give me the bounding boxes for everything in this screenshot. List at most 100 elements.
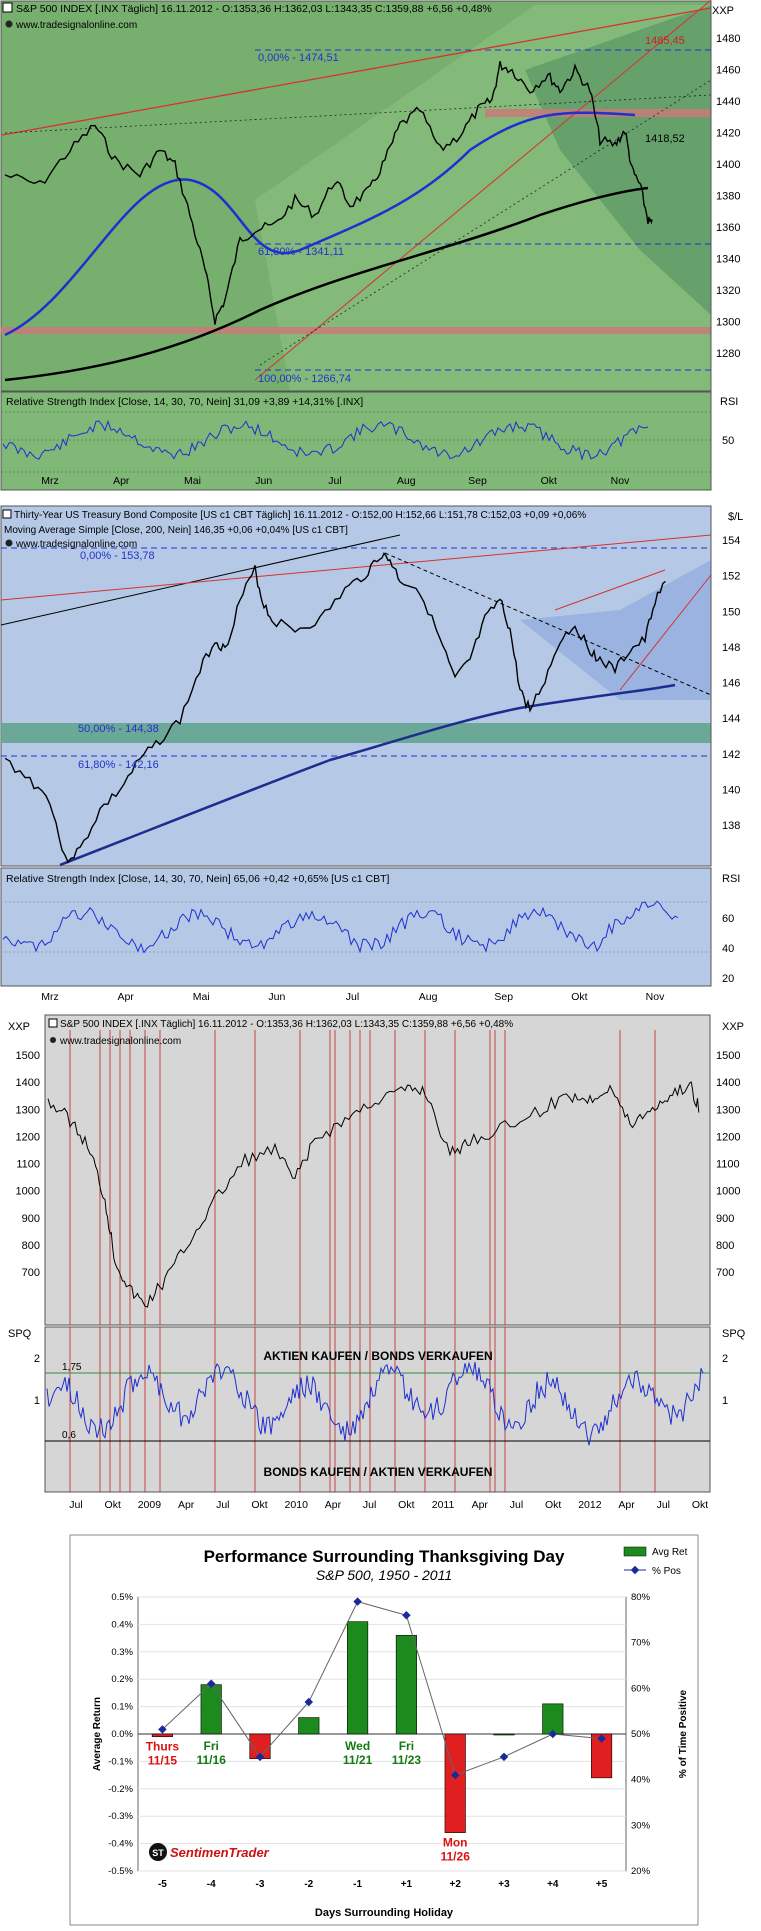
month-label: Nov	[646, 991, 665, 1003]
x-tick-label: -5	[158, 1879, 167, 1890]
panel2-rsi-line	[2, 900, 679, 954]
bar-label: 11/23	[392, 1753, 422, 1767]
y2-tick-label: 30%	[631, 1820, 651, 1831]
panel2-black-trendline	[0, 534, 401, 626]
panel1-fib-mid-label: 61,80% - 1341,11	[258, 246, 344, 258]
y2-tick-label: 60%	[631, 1683, 651, 1694]
y-tick-label: 700	[22, 1267, 40, 1279]
y2-tick-label: 40%	[631, 1775, 651, 1786]
bar-+4	[542, 1703, 564, 1735]
panel3: 1500 1400 1300 1200 1100 1000 900 800 700 1500 140…	[8, 1014, 744, 1326]
month-label: Jun	[268, 991, 285, 1003]
month-label: Okt	[105, 1499, 121, 1511]
month-label: Mrz	[41, 991, 59, 1003]
y-tick-label: 40	[722, 943, 734, 955]
panel1-price-line	[4, 61, 653, 325]
panel1-rsi-label: RSI	[720, 396, 738, 408]
month-label: Nov	[611, 475, 630, 487]
month-label: Okt	[571, 991, 587, 1003]
x-tick-label: -4	[207, 1879, 216, 1890]
y-tick-label: 1380	[716, 191, 740, 203]
legend-avg-ret-swatch	[623, 1546, 647, 1557]
panel2-axis-unit: $/L	[728, 511, 743, 523]
panel1-red-trendline	[1, 7, 712, 136]
bar-label: 11/16	[197, 1753, 227, 1767]
panel1-month-labels: Mrz Apr Mai Jun Jul Aug Sep Okt Nov	[41, 475, 630, 487]
panel3-spq-background	[44, 1326, 711, 1493]
y-tick-label: 1280	[716, 348, 740, 360]
y-tick-label: 1400	[716, 159, 740, 171]
panel1-dotted-trend-2	[259, 79, 712, 366]
y-tick-label: -0.2%	[108, 1784, 133, 1795]
panel3-symbol-icon	[48, 1018, 58, 1028]
month-label: Sep	[468, 475, 487, 487]
y-tick-label: -0.4%	[108, 1839, 133, 1850]
panel1-source: www.tradesignalonline.com	[15, 20, 137, 31]
panel1-rsi-title: Relative Strength Index [Close, 14, 30, …	[6, 396, 363, 408]
month-label: Jul	[328, 475, 341, 487]
brand-logo-mark: ST	[152, 1848, 164, 1858]
month-label: Apr	[117, 991, 134, 1003]
y-tick-label: -0.5%	[108, 1866, 133, 1877]
y-tick-label-right: 1500	[716, 1050, 740, 1062]
month-label: Okt	[541, 475, 557, 487]
panel2-red-channel-top	[554, 569, 666, 611]
y-tick-label: -0.1%	[108, 1756, 133, 1767]
panel2-background	[0, 505, 712, 867]
legend-pos-label: % Pos	[652, 1566, 681, 1577]
bar-+2	[444, 1733, 466, 1833]
bar-label: Mon	[443, 1836, 468, 1850]
panel1-y-ticks: 1480 1460 1440 1420 1400 1380 1360 1340 1320 1300…	[716, 33, 740, 360]
month-label: Aug	[419, 991, 438, 1003]
panel2-title: Thirty-Year US Treasury Bond Composite […	[14, 510, 586, 521]
panel1-red-trendline-2	[254, 0, 712, 381]
y-tick-label: -0.3%	[108, 1811, 133, 1822]
y-tick-label: 900	[22, 1213, 40, 1225]
pos-line	[162, 1601, 602, 1776]
month-label: Okt	[251, 1499, 267, 1511]
bar-label: 11/21	[343, 1753, 373, 1767]
y2-tick-label: 50%	[631, 1729, 651, 1740]
month-label: 2010	[285, 1499, 309, 1511]
panel1-level-1418: 1418,52	[645, 133, 685, 145]
month-label: Okt	[398, 1499, 414, 1511]
month-label: 2011	[432, 1499, 455, 1511]
bar--4	[200, 1684, 222, 1735]
panel2-rsi-background	[0, 867, 712, 987]
panel3-y-ticks: 1500 1400 1300 1200 1100 1000 900 800 700 1500 140…	[16, 1050, 741, 1279]
panel4-x-tick-labels: -5 -4 -3 -2 -1 +1 +2 +3 +4 +5	[158, 1879, 608, 1890]
panel2-rsi-title: Relative Strength Index [Close, 14, 30, …	[6, 873, 390, 885]
panel1-fib-bot-label: 100,00% - 1266,74	[258, 373, 351, 385]
month-label: Okt	[692, 1499, 708, 1511]
spq-tick-label-right: 1	[722, 1395, 728, 1407]
panel2-rsi: Relative Strength Index [Close, 14, 30, …	[0, 867, 740, 1003]
panel2-y-ticks: 154 152 150 148 146 144 142 140 138	[722, 535, 740, 832]
panel2-dashed-trend	[384, 552, 712, 696]
y-axis-title: Average Return	[92, 1697, 103, 1771]
y-tick-label: 1100	[16, 1159, 40, 1171]
month-label: Apr	[178, 1499, 195, 1511]
y-tick-label-right: 900	[716, 1213, 734, 1225]
bar-label: Thurs	[146, 1740, 180, 1754]
panel2-rsi-label: RSI	[722, 873, 740, 885]
y-tick-label: 2	[34, 1353, 40, 1365]
bar-label: Wed	[345, 1739, 370, 1753]
panel2-fib-band	[1, 723, 711, 743]
panel3-axis-unit-right: XXP	[722, 1021, 744, 1033]
panel3-spq-event-lines	[69, 1327, 656, 1492]
x-tick-label: -2	[304, 1879, 313, 1890]
y-tick-label: 150	[722, 606, 740, 618]
panel2-source: www.tradesignalonline.com	[15, 539, 137, 550]
panel1-support-band	[1, 327, 711, 334]
pos-marker-+5	[597, 1734, 606, 1743]
bar-+1	[395, 1635, 417, 1735]
y-tick-label: 0.1%	[111, 1702, 133, 1713]
panel1-axis-unit: XXP	[712, 5, 734, 17]
bar-label: 11/15	[148, 1754, 178, 1768]
legend-avg-ret-label: Avg Ret	[652, 1547, 688, 1558]
bar-label: Fri	[204, 1739, 219, 1753]
y-tick-label-right: 700	[716, 1267, 734, 1279]
y-tick-label: 1500	[16, 1050, 40, 1062]
y2-tick-label: 80%	[631, 1592, 651, 1603]
